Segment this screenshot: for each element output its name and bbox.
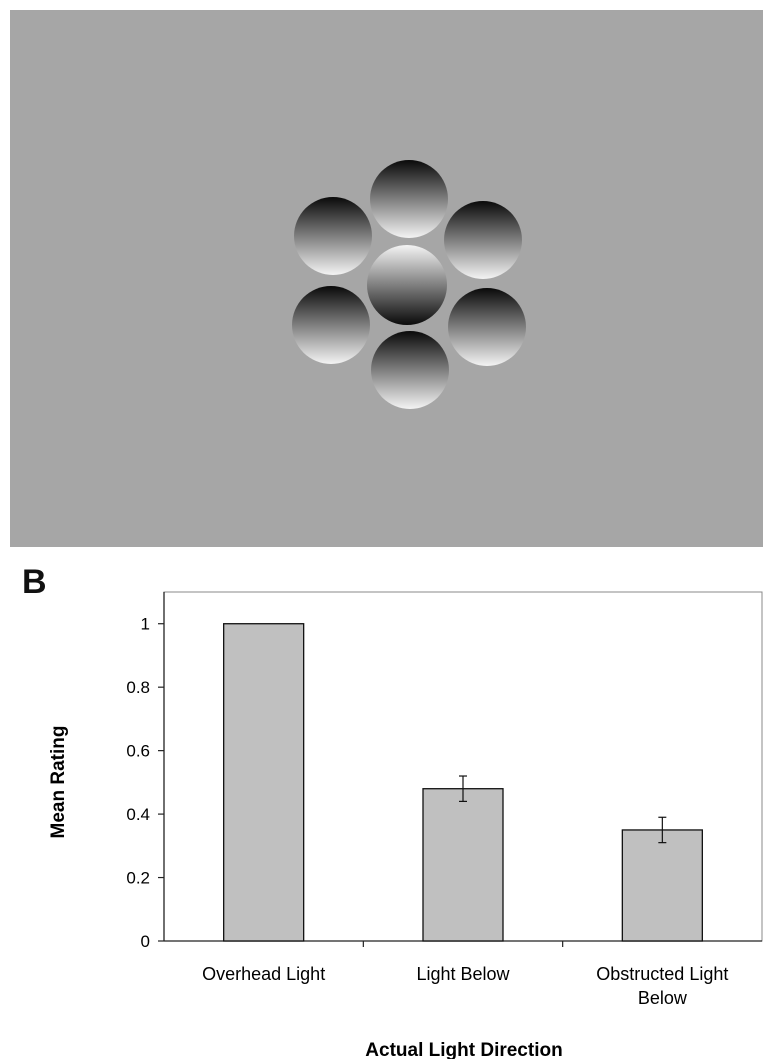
disc-lower-left <box>292 286 370 364</box>
bar <box>621 829 703 942</box>
shading-stimulus <box>10 10 763 547</box>
x-category-label: Overhead Light <box>202 964 325 984</box>
x-category-label: Obstructed Light <box>596 964 728 984</box>
bar <box>223 623 305 942</box>
disc-top <box>370 160 448 238</box>
disc-upper-left <box>294 197 372 275</box>
y-tick-label: 0.4 <box>126 805 150 824</box>
disc-bottom <box>371 331 449 409</box>
disc-upper-right <box>444 201 522 279</box>
bar-chart: 0 0.2 0.4 0.6 0.8 1 Overhead Light Light Below… <box>48 591 763 1059</box>
y-tick-label: 0.2 <box>126 869 150 888</box>
x-category-label: Light Below <box>416 964 510 984</box>
y-tick-label: 0.8 <box>126 678 150 697</box>
disc-lower-right <box>448 288 526 366</box>
x-axis-title: Actual Light Direction <box>365 1040 562 1059</box>
y-axis-title: Mean Rating <box>48 726 69 839</box>
y-tick-label: 0 <box>141 932 150 951</box>
bar <box>422 788 504 942</box>
y-tick-label: 0.6 <box>126 742 150 761</box>
disc-center <box>367 245 447 325</box>
x-category-label: Below <box>638 988 688 1008</box>
panel-label-b: B <box>22 563 47 601</box>
y-tick-label: 1 <box>141 615 150 634</box>
